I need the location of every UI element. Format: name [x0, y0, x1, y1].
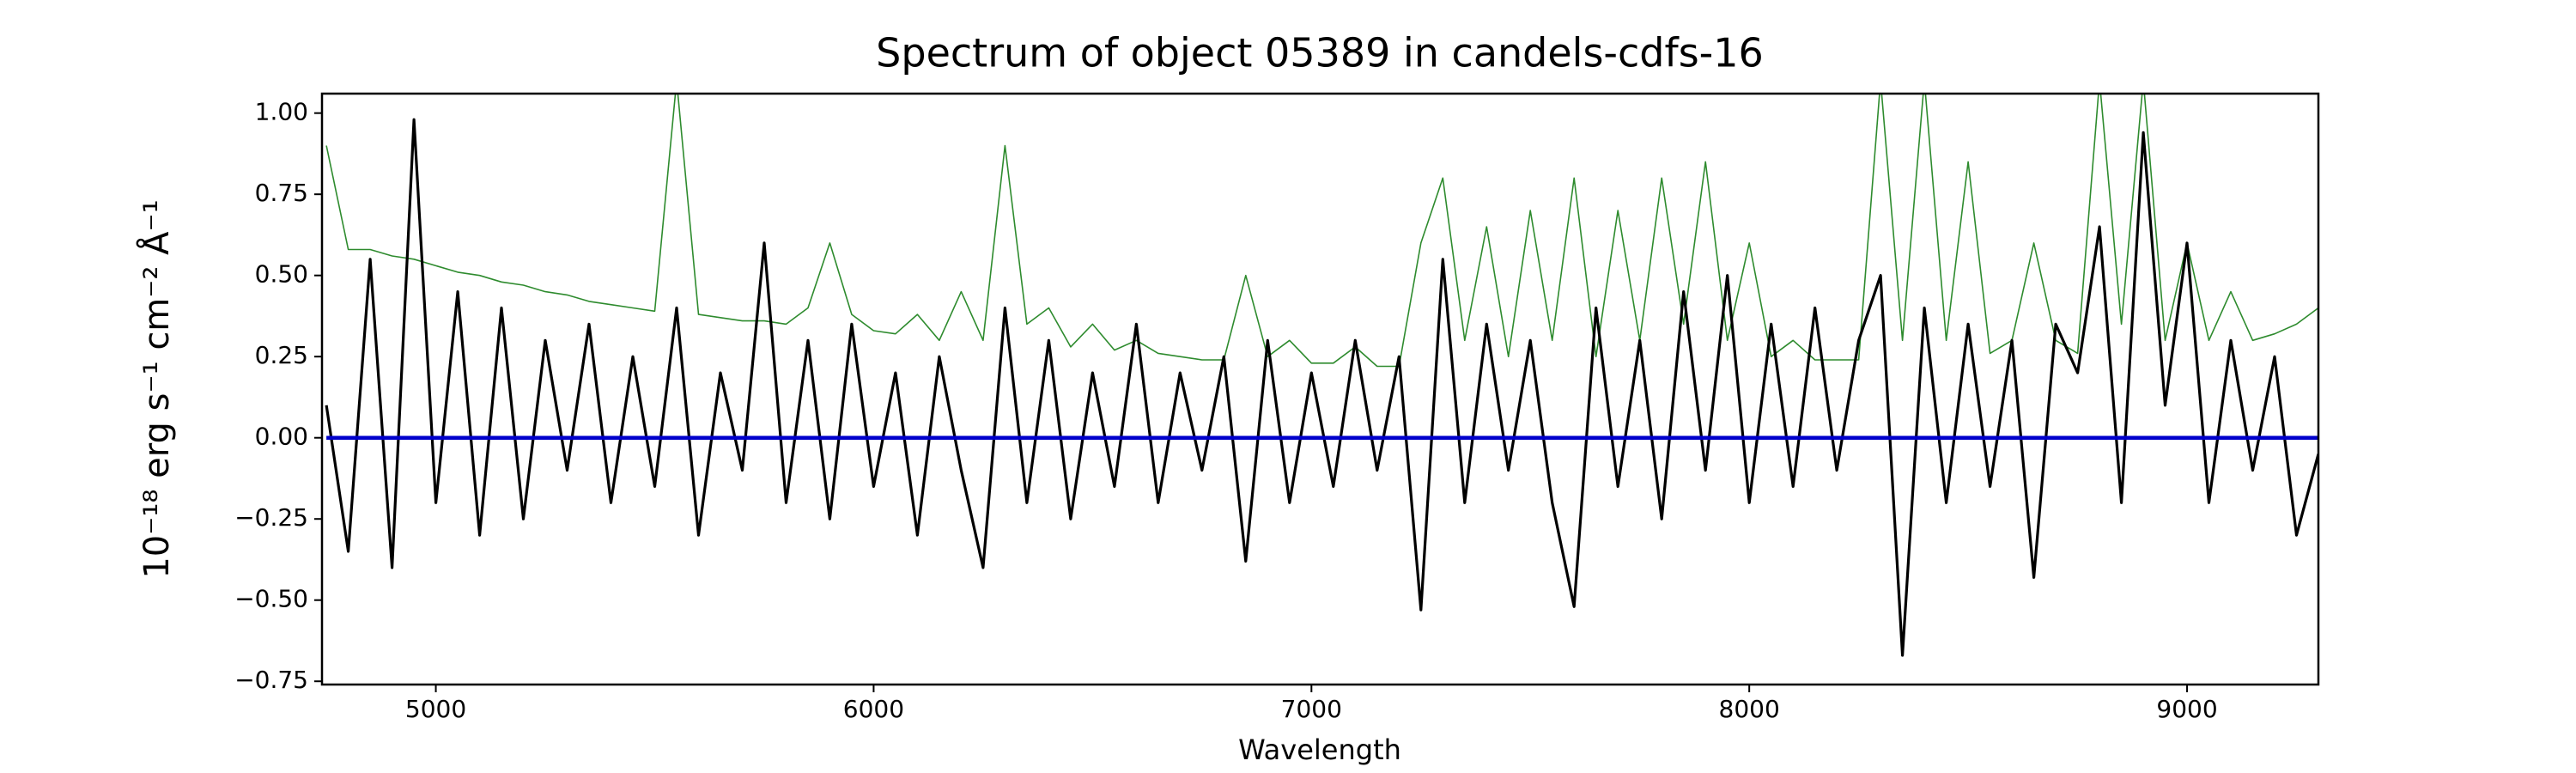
chart-title: Spectrum of object 05389 in candels-cdfs…	[876, 30, 1764, 76]
y-tick-label: 0.75	[255, 179, 308, 207]
x-axis-label: Wavelength	[1238, 733, 1401, 766]
y-tick-label: 0.25	[255, 341, 308, 369]
x-tick-label: 7000	[1281, 695, 1342, 723]
y-tick-label: −0.75	[234, 666, 308, 694]
plot-frame	[320, 92, 2320, 686]
y-tick-label: −0.50	[234, 585, 308, 613]
plot-area	[325, 94, 2318, 657]
x-tick-label: 6000	[843, 695, 904, 723]
y-tick-label: 1.00	[255, 98, 308, 126]
x-tick-label: 9000	[2156, 695, 2217, 723]
spectrum-line	[325, 94, 2318, 368]
y-tick-label: −0.25	[234, 503, 308, 532]
y-axis-label: 10⁻¹⁸ erg s⁻¹ cm⁻² Å⁻¹	[136, 199, 177, 578]
y-tick-label: 0.50	[255, 260, 308, 289]
spectrum-line	[325, 118, 2318, 657]
x-tick-label: 8000	[1719, 695, 1780, 723]
y-tick-label: 0.00	[255, 423, 308, 451]
x-tick-label: 5000	[405, 695, 466, 723]
